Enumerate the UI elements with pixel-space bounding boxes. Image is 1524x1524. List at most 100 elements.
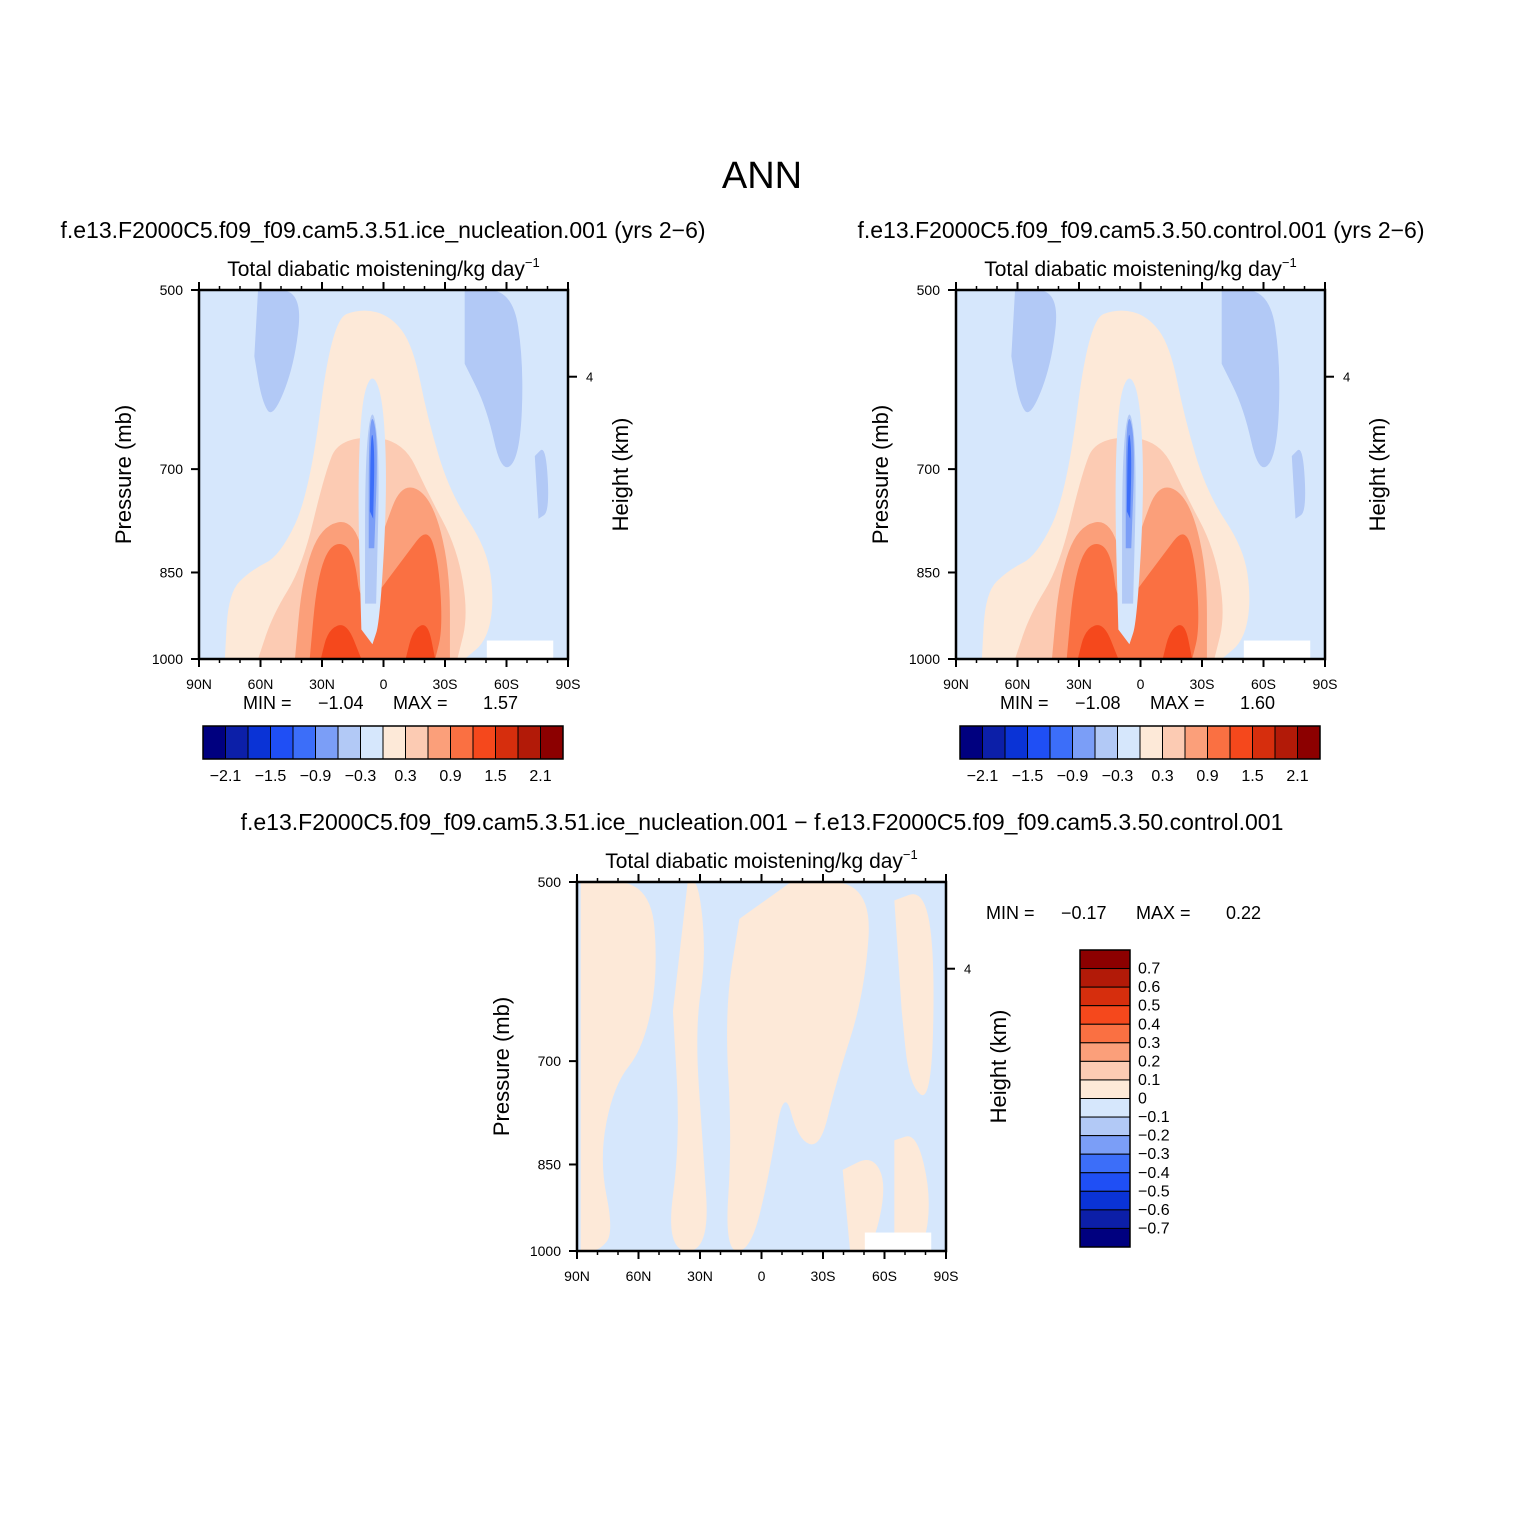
colorbar-box (1079, 949, 1131, 970)
colorbar-box (450, 725, 474, 760)
colorbar-box (1079, 1153, 1131, 1174)
colorbar-label: −0.3 (345, 768, 377, 785)
figure-title: ANN (722, 155, 802, 197)
colorbar-box (959, 725, 983, 760)
colorbar-label: 1.5 (1241, 768, 1263, 785)
colorbar-box (1079, 1190, 1131, 1211)
y-tick-label: 700 (160, 461, 184, 477)
y-right-tick-label: 4 (586, 370, 593, 385)
field-diff (577, 882, 946, 1251)
colorbar-frame (202, 725, 564, 760)
x-tick-label: 90N (943, 676, 969, 692)
colorbar-box (1079, 1172, 1131, 1192)
y-tick-label: 1000 (152, 651, 183, 667)
y-axis-label: Pressure (mb) (868, 405, 893, 544)
field-patch-nh-subsidence (1011, 290, 1057, 413)
colorbar-box (1094, 725, 1118, 760)
colorbar-box (1079, 986, 1131, 1007)
colorbar-box (517, 725, 541, 760)
max-label: MAX = (1150, 693, 1205, 713)
min-label: MIN = (1000, 693, 1049, 713)
x-tick-label: 60S (1251, 676, 1276, 692)
colorbar-label: 0.9 (1196, 768, 1218, 785)
plot-subtitle-superscript: −1 (903, 847, 918, 862)
colorbar-label: 0 (1138, 1091, 1147, 1108)
case-title: f.e13.F2000C5.f09_f09.cam5.3.51.ice_nucl… (60, 217, 705, 243)
colorbar-label: −0.2 (1138, 1128, 1170, 1145)
max-value: 0.22 (1226, 903, 1261, 923)
x-tick-label: 30S (433, 676, 458, 692)
y-tick-label: 700 (917, 461, 941, 477)
x-tick-label: 0 (1137, 676, 1145, 692)
panels: f.e13.F2000C5.f09_f09.cam5.3.51.ice_nucl… (60, 217, 1424, 1284)
panel-ice: f.e13.F2000C5.f09_f09.cam5.3.51.ice_nucl… (60, 217, 705, 785)
colorbar-box (337, 725, 361, 760)
colorbar-box (1079, 1023, 1131, 1044)
colorbar-box (1079, 1098, 1131, 1118)
colorbar-box (1079, 1079, 1131, 1099)
field-ice (199, 290, 568, 659)
colorbar-label: 0.1 (1138, 1072, 1160, 1089)
colorbar-label: 1.5 (484, 768, 506, 785)
diff-patch-30n (671, 882, 707, 1251)
x-tick-label: 90S (1313, 676, 1338, 692)
x-tick-label: 90S (556, 676, 581, 692)
missing-data-box (864, 1232, 932, 1251)
colorbar-box (427, 725, 451, 760)
plot-subtitle: Total diabatic moistening/kg day−1 (605, 847, 918, 873)
missing-data-box (486, 640, 554, 659)
colorbar-label: −1.5 (1012, 768, 1044, 785)
colorbar-label: 0.3 (1151, 768, 1173, 785)
colorbar-box (1079, 1227, 1131, 1248)
colorbar-box (1027, 725, 1051, 760)
x-tick-label: 90S (934, 1268, 959, 1284)
colorbar-box (1162, 725, 1186, 760)
colorbar-box (202, 725, 226, 760)
colorbar-box (1049, 725, 1073, 760)
colorbar-box (1079, 1042, 1131, 1062)
colorbar-box (1079, 1005, 1131, 1025)
x-tick-label: 60S (872, 1268, 897, 1284)
colorbar-box (225, 725, 249, 760)
y-axis-label: Pressure (mb) (489, 997, 514, 1136)
diff-patch-sh-low (894, 1136, 929, 1251)
y-tick-label: 850 (160, 564, 184, 580)
colorbar-label: −2.1 (210, 768, 242, 785)
missing-data-box (1243, 640, 1311, 659)
diff-patch-eq (727, 882, 869, 1251)
x-tick-label: 30N (687, 1268, 713, 1284)
colorbar-label: 0.7 (1138, 961, 1160, 978)
y-right-tick-label: 4 (1343, 370, 1350, 385)
max-label: MAX = (393, 693, 448, 713)
colorbar-box (1079, 1116, 1131, 1137)
field-core-nh (320, 625, 362, 659)
y-right-axis-label: Height (km) (608, 418, 633, 532)
y-tick-label: 1000 (530, 1243, 561, 1259)
plot-subtitle: Total diabatic moistening/kg day−1 (227, 255, 540, 281)
x-tick-label: 30S (1190, 676, 1215, 692)
field-patch-sh-polar (1291, 449, 1306, 519)
min-value: −1.04 (318, 693, 364, 713)
colorbar-label: −0.9 (1057, 768, 1089, 785)
x-tick-label: 30S (811, 1268, 836, 1284)
field-eq-neg-1.2 (1126, 434, 1132, 519)
y-right-axis-label: Height (km) (1365, 418, 1390, 532)
diff-patch-sh (894, 894, 934, 1096)
colorbar-box (1252, 725, 1276, 760)
x-tick-label: 90N (564, 1268, 590, 1284)
colorbar-box (1207, 725, 1231, 760)
min-value: −0.17 (1061, 903, 1107, 923)
colorbar-label: 0.4 (1138, 1016, 1160, 1033)
y-tick-label: 850 (538, 1156, 562, 1172)
y-right-axis-label: Height (km) (986, 1010, 1011, 1124)
min-label: MIN = (243, 693, 292, 713)
field-patch-sh-polar (534, 449, 549, 519)
max-label: MAX = (1136, 903, 1191, 923)
x-tick-label: 90N (186, 676, 212, 692)
max-value: 1.57 (483, 693, 518, 713)
x-tick-label: 60N (248, 676, 274, 692)
colorbar-box (405, 725, 429, 760)
colorbar-label: −0.4 (1138, 1165, 1170, 1182)
